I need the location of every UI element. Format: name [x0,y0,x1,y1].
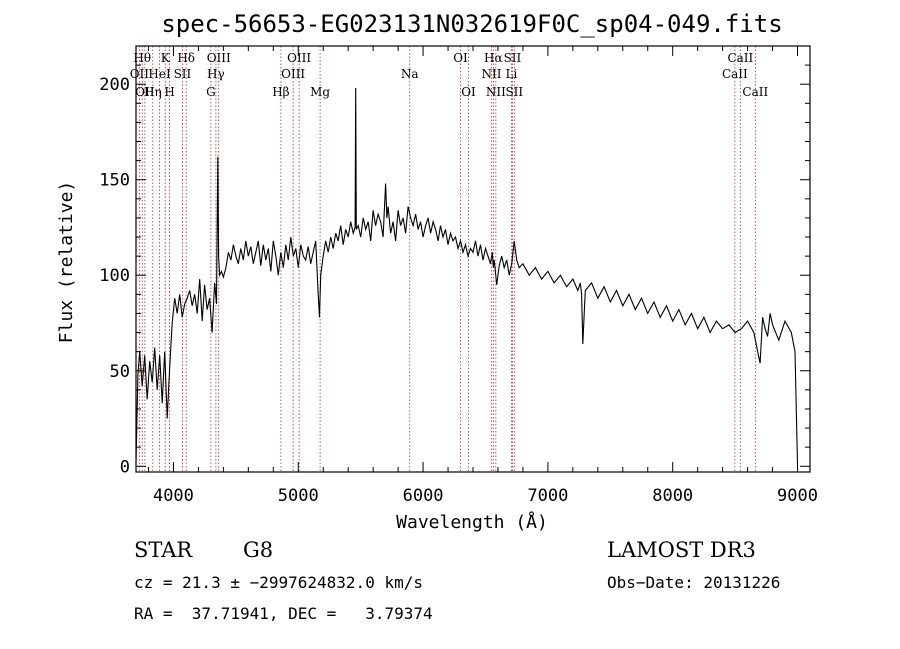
marker-label-12: Hβ [272,85,289,99]
x-tick-label-8000: 8000 [652,486,693,506]
x-tick-label-9000: 9000 [777,486,818,506]
marker-label-1: Hθ [133,51,151,65]
x-tick-label-5000: 5000 [278,486,319,506]
redshift-line: cz = 21.3 ± −2997624832.0 km/s [134,573,423,592]
survey-name: LAMOST DR3 [607,538,756,562]
marker-label-2: OII [135,85,155,99]
marker-label-16: Na [401,67,419,81]
marker-label-7: SII [174,67,192,81]
marker-label-11: OIII [207,51,231,65]
marker-label-3: Hη [144,85,162,99]
marker-label-27: CaII [742,85,768,99]
marker-label-19: NII [481,67,501,81]
object-class: STAR [134,538,193,562]
marker-label-26: CaII [727,51,753,65]
line-markers [138,46,756,472]
marker-label-13: OIII [281,67,305,81]
x-axis-label: Wavelength (Å) [396,511,548,533]
spectrum-line [135,87,799,465]
marker-label-10: Hγ [207,67,225,81]
marker-label-14: OIII [287,51,311,65]
y-tick-label-100: 100 [99,266,130,286]
y-tick-label-0: 0 [120,457,130,477]
marker-label-18: OI [461,85,476,99]
y-tick-label-50: 50 [110,362,130,382]
marker-label-4: HeI [148,67,171,81]
marker-label-20: Hα [484,51,503,65]
y-tick-label-200: 200 [99,75,130,95]
x-tick-label-6000: 6000 [403,486,444,506]
y-tick-label-150: 150 [99,171,130,191]
marker-label-6: H [164,85,174,99]
y-axis-label: Flux (relative) [56,181,77,344]
marker-label-9: G [206,85,216,99]
marker-label-21: NII [486,85,506,99]
chart-title: spec-56653-EG023131N032619F0C_sp04-049.f… [161,10,782,38]
marker-label-24: SII [505,85,523,99]
marker-label-17: OI [453,51,468,65]
coordinates: RA = 37.71941, DEC = 3.79374 [134,604,433,623]
x-tick-label-4000: 4000 [153,486,194,506]
object-subclass: G8 [243,538,274,562]
obs-date: Obs−Date: 20131226 [607,573,781,592]
line-marker-labels: OIIHθOIIHηHeIKHSIIHδGHγOIIIHβOIIIOIIIMgN… [130,51,769,99]
axis-ticks: 4000 5000 6000 7000 8000 9000 0 50 100 150 200 [99,46,818,506]
marker-label-25: CaII [722,67,748,81]
x-tick-label-7000: 7000 [527,486,568,506]
marker-label-0: OII [130,67,150,81]
marker-label-23: SII [504,51,522,65]
marker-label-15: Mg [310,85,330,99]
marker-label-22: Li [506,67,518,81]
marker-label-5: K [161,51,171,65]
marker-label-8: Hδ [177,51,195,65]
